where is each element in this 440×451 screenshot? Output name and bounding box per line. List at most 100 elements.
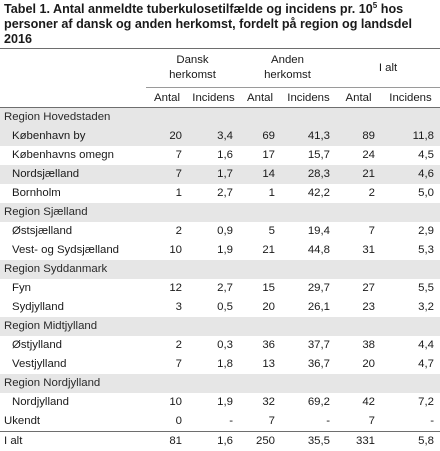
cell-total-antal: 7: [336, 412, 381, 432]
header-blank: [0, 88, 146, 108]
cell-dansk-incidens: 2,7: [188, 279, 239, 298]
row-label: Nordsjælland: [0, 165, 146, 184]
cell-anden-incidens: 44,8: [281, 241, 336, 260]
cell-total-incidens: 5,5: [381, 279, 440, 298]
cell-total-incidens: 4,5: [381, 146, 440, 165]
cell-anden-incidens: 36,7: [281, 355, 336, 374]
cell-total-incidens: 11,8: [381, 127, 440, 146]
cell-total-incidens: 5,3: [381, 241, 440, 260]
cell-anden-incidens: 42,2: [281, 184, 336, 203]
cell-anden-incidens: 15,7: [281, 146, 336, 165]
cell-total-antal: 7: [336, 222, 381, 241]
header-group-total: I alt: [336, 49, 440, 88]
row-label: Ukendt: [0, 412, 146, 432]
cell-total-antal: 24: [336, 146, 381, 165]
cell-dansk-antal: 81: [146, 432, 188, 451]
cell-anden-incidens: 41,3: [281, 127, 336, 146]
cell-anden-incidens: 19,4: [281, 222, 336, 241]
cell-dansk-incidens: 2,7: [188, 184, 239, 203]
cell-anden-antal: 15: [239, 279, 281, 298]
cell-total-incidens: -: [381, 412, 440, 432]
row-label: Østjylland: [0, 336, 146, 355]
cell-anden-antal: 32: [239, 393, 281, 412]
cell-anden-antal: 20: [239, 298, 281, 317]
cell-dansk-antal: 7: [146, 165, 188, 184]
cell-dansk-incidens: 0,5: [188, 298, 239, 317]
header-antal: Antal: [146, 88, 188, 108]
cell-total-incidens: 5,0: [381, 184, 440, 203]
region-row: Region Sjælland: [0, 203, 440, 222]
cell-dansk-antal: 7: [146, 355, 188, 374]
cell-anden-antal: 21: [239, 241, 281, 260]
data-table: Dansk herkomst Anden herkomst I alt Anta…: [0, 48, 440, 451]
cell-anden-incidens: 69,2: [281, 393, 336, 412]
region-label: Region Hovedstaden: [0, 108, 440, 128]
cell-anden-incidens: -: [281, 412, 336, 432]
region-label: Region Midtjylland: [0, 317, 440, 336]
cell-dansk-antal: 2: [146, 336, 188, 355]
cell-total-antal: 38: [336, 336, 381, 355]
header-group-line2: herkomst: [169, 69, 216, 81]
cell-dansk-antal: 20: [146, 127, 188, 146]
row-label: Vest- og Sydsjælland: [0, 241, 146, 260]
row-label: Nordjylland: [0, 393, 146, 412]
row-label: I alt: [0, 432, 146, 451]
cell-dansk-antal: 12: [146, 279, 188, 298]
header-antal: Antal: [336, 88, 381, 108]
cell-anden-incidens: 28,3: [281, 165, 336, 184]
cell-dansk-antal: 10: [146, 241, 188, 260]
header-incidens: Incidens: [188, 88, 239, 108]
region-row: Region Midtjylland: [0, 317, 440, 336]
row-label: København by: [0, 127, 146, 146]
cell-dansk-incidens: 1,6: [188, 432, 239, 451]
header-group-line1: Dansk: [176, 54, 208, 66]
cell-dansk-incidens: 0,3: [188, 336, 239, 355]
cell-anden-antal: 36: [239, 336, 281, 355]
cell-total-incidens: 2,9: [381, 222, 440, 241]
header-blank: [0, 49, 146, 88]
row-label: Østsjælland: [0, 222, 146, 241]
header-group-dansk: Dansk herkomst: [146, 49, 239, 88]
cell-dansk-incidens: 3,4: [188, 127, 239, 146]
row-label: Københavns omegn: [0, 146, 146, 165]
cell-total-incidens: 4,6: [381, 165, 440, 184]
cell-dansk-antal: 0: [146, 412, 188, 432]
cell-dansk-incidens: 0,9: [188, 222, 239, 241]
cell-total-incidens: 7,2: [381, 393, 440, 412]
row-label: Vestjylland: [0, 355, 146, 374]
cell-total-incidens: 3,2: [381, 298, 440, 317]
cell-dansk-incidens: -: [188, 412, 239, 432]
cell-anden-antal: 5: [239, 222, 281, 241]
header-group-line2: herkomst: [264, 69, 311, 81]
cell-total-antal: 20: [336, 355, 381, 374]
cell-total-antal: 31: [336, 241, 381, 260]
cell-anden-antal: 1: [239, 184, 281, 203]
cell-dansk-antal: 7: [146, 146, 188, 165]
cell-dansk-antal: 2: [146, 222, 188, 241]
region-label: Region Sjælland: [0, 203, 440, 222]
cell-dansk-antal: 3: [146, 298, 188, 317]
cell-total-incidens: 4,4: [381, 336, 440, 355]
header-antal: Antal: [239, 88, 281, 108]
cell-anden-incidens: 35,5: [281, 432, 336, 451]
table-title: Tabel 1. Antal anmeldte tuberkulosetilfæ…: [0, 0, 440, 48]
cell-dansk-antal: 10: [146, 393, 188, 412]
cell-anden-antal: 13: [239, 355, 281, 374]
cell-dansk-incidens: 1,9: [188, 241, 239, 260]
region-label: Region Syddanmark: [0, 260, 440, 279]
header-group-line1: Anden: [271, 54, 304, 66]
cell-total-antal: 27: [336, 279, 381, 298]
cell-total-antal: 21: [336, 165, 381, 184]
cell-total-antal: 331: [336, 432, 381, 451]
